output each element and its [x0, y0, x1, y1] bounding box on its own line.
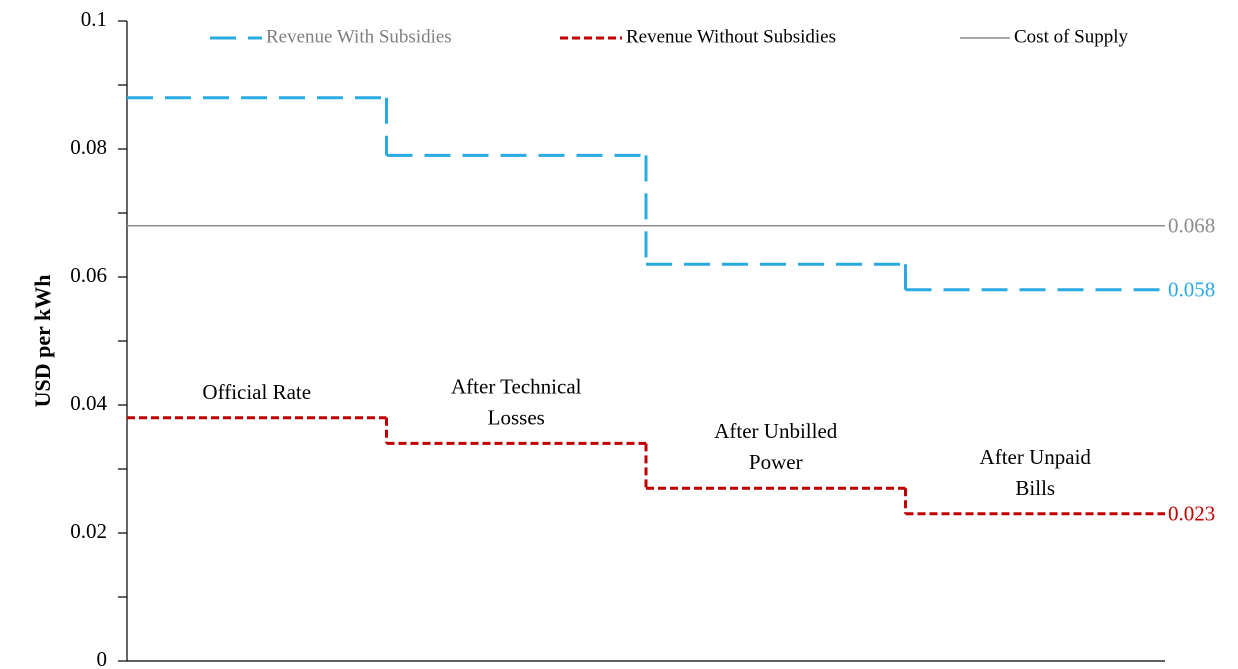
end-value-label: 0.068: [1168, 214, 1215, 238]
legend-label: Revenue With Subsidies: [266, 26, 452, 47]
legend-label: Cost of Supply: [1014, 26, 1129, 47]
y-tick-label: 0.04: [70, 391, 107, 415]
y-tick-label: 0.1: [81, 7, 107, 31]
category-label: After Unbilled Power: [714, 419, 838, 474]
end-value-label: 0.058: [1168, 278, 1215, 302]
category-label: After Unpaid Bills: [980, 445, 1092, 500]
legend-label: Revenue Without Subsidies: [626, 26, 836, 47]
category-label: Official Rate: [202, 380, 311, 404]
end-value-label: 0.023: [1168, 502, 1215, 526]
y-tick-label: 0.02: [70, 519, 107, 543]
y-axis-label: USD per kWh: [30, 275, 55, 408]
y-tick-label: 0: [97, 647, 108, 669]
category-label: After Technical Losses: [451, 374, 582, 429]
y-tick-label: 0.06: [70, 263, 107, 287]
y-tick-label: 0.08: [70, 135, 107, 159]
